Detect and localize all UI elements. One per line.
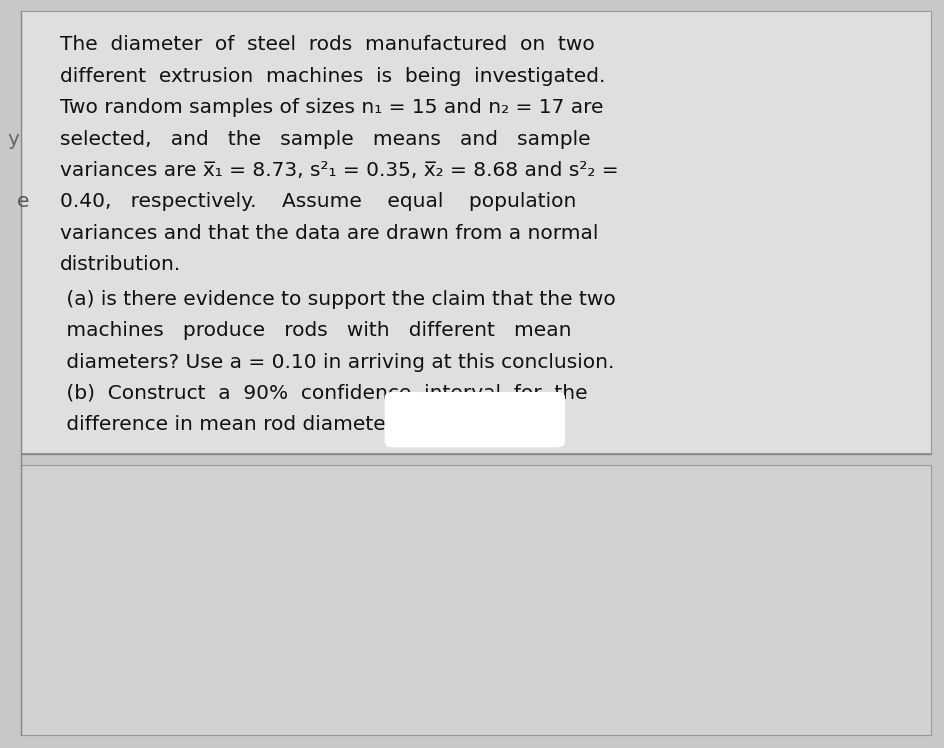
Text: y: y	[8, 129, 20, 149]
Text: 0.40,   respectively.    Assume    equal    population: 0.40, respectively. Assume equal populat…	[59, 192, 575, 212]
Text: machines   produce   rods   with   different   mean: machines produce rods with different mea…	[59, 321, 570, 340]
Text: selected,   and   the   sample   means   and   sample: selected, and the sample means and sampl…	[59, 129, 590, 149]
Text: variances and that the data are drawn from a normal: variances and that the data are drawn fr…	[59, 224, 598, 243]
Text: distribution.: distribution.	[59, 255, 180, 275]
Text: difference in mean rod diameter.: difference in mean rod diameter.	[59, 415, 397, 435]
FancyBboxPatch shape	[21, 11, 930, 453]
Text: The  diameter  of  steel  rods  manufactured  on  two: The diameter of steel rods manufactured …	[59, 35, 594, 55]
Text: different  extrusion  machines  is  being  investigated.: different extrusion machines is being in…	[59, 67, 604, 86]
Text: diameters? Use a = 0.10 in arriving at this conclusion.: diameters? Use a = 0.10 in arriving at t…	[59, 352, 614, 372]
Text: (a) is there evidence to support the claim that the two: (a) is there evidence to support the cla…	[59, 289, 615, 309]
Text: Two random samples of sizes n₁ = 15 and n₂ = 17 are: Two random samples of sizes n₁ = 15 and …	[59, 98, 602, 117]
Text: (b)  Construct  a  90%  confidence  interval  for  the: (b) Construct a 90% confidence interval …	[59, 384, 586, 403]
Text: e: e	[17, 192, 29, 212]
Text: variances are x̅₁ = 8.73, s²₁ = 0.35, x̅₂ = 8.68 and s²₂ =: variances are x̅₁ = 8.73, s²₁ = 0.35, x̅…	[59, 161, 617, 180]
FancyBboxPatch shape	[21, 465, 930, 735]
FancyBboxPatch shape	[384, 392, 565, 447]
